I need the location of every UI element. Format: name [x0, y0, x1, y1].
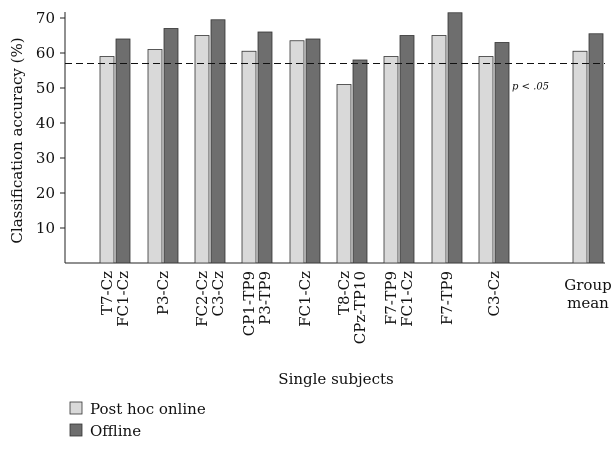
- legend-label: Offline: [90, 422, 141, 440]
- bar-post-hoc-online: [572, 50, 588, 264]
- bar-offline: [494, 42, 510, 264]
- x-category-label: mean: [567, 294, 609, 312]
- significance-threshold: p < .05: [65, 63, 605, 93]
- bar-offline: [257, 31, 273, 264]
- x-category-label: C3-Cz: [485, 271, 503, 317]
- bar-offline: [399, 35, 415, 264]
- bar-offline: [163, 28, 179, 264]
- bars: [99, 12, 604, 264]
- y-axis-label: Classification accuracy (%): [8, 37, 26, 243]
- x-category-label: FC1-Cz: [114, 271, 132, 327]
- x-category-label: Group: [564, 276, 611, 294]
- x-category-label: FC1-Cz: [398, 271, 416, 327]
- bar-post-hoc-online: [241, 50, 257, 264]
- x-axis-label: Single subjects: [278, 370, 393, 388]
- x-category-label: C3-Cz: [209, 271, 227, 317]
- x-category-label: CPz-TP10: [351, 271, 369, 344]
- bar-post-hoc-online: [289, 40, 305, 264]
- y-tick-label: 20: [36, 184, 55, 202]
- y-tick-label: 60: [36, 44, 55, 62]
- legend-label: Post hoc online: [90, 400, 206, 418]
- bar-offline: [305, 38, 321, 264]
- legend-swatch: [69, 401, 83, 415]
- bar-post-hoc-online: [194, 35, 210, 264]
- x-category-label: FC1-Cz: [296, 271, 314, 327]
- y-tick-label: 30: [36, 149, 55, 167]
- y-tick-label: 10: [36, 219, 55, 237]
- bar-post-hoc-online: [478, 56, 494, 264]
- x-category-label: FC2-Cz: [193, 271, 211, 327]
- x-category-label: T7-Cz: [98, 271, 116, 315]
- x-category-label: P3-TP9: [256, 271, 274, 325]
- bar-post-hoc-online: [383, 56, 399, 264]
- y-tick-label: 70: [36, 9, 55, 27]
- x-category-label: F7-TP9: [382, 271, 400, 325]
- y-tick-label: 50: [36, 79, 55, 97]
- bar-post-hoc-online: [431, 35, 447, 264]
- x-category-label: P3-Cz: [154, 271, 172, 315]
- bar-offline: [352, 59, 368, 264]
- threshold-label: p < .05: [512, 82, 549, 93]
- bar-offline: [115, 38, 131, 264]
- x-category-label: CP1-TP9: [240, 271, 258, 336]
- y-tick-label: 40: [36, 114, 55, 132]
- x-category-label: T8-Cz: [335, 271, 353, 315]
- bar-offline: [210, 19, 226, 264]
- bar-post-hoc-online: [147, 49, 163, 264]
- bar-offline: [447, 12, 463, 264]
- legend: Post hoc online Offline: [69, 400, 206, 440]
- bar-offline: [588, 33, 604, 264]
- legend-swatch: [69, 423, 83, 437]
- bar-post-hoc-online: [99, 56, 115, 264]
- bar-post-hoc-online: [336, 84, 352, 264]
- x-category-label: F7-TP9: [438, 271, 456, 325]
